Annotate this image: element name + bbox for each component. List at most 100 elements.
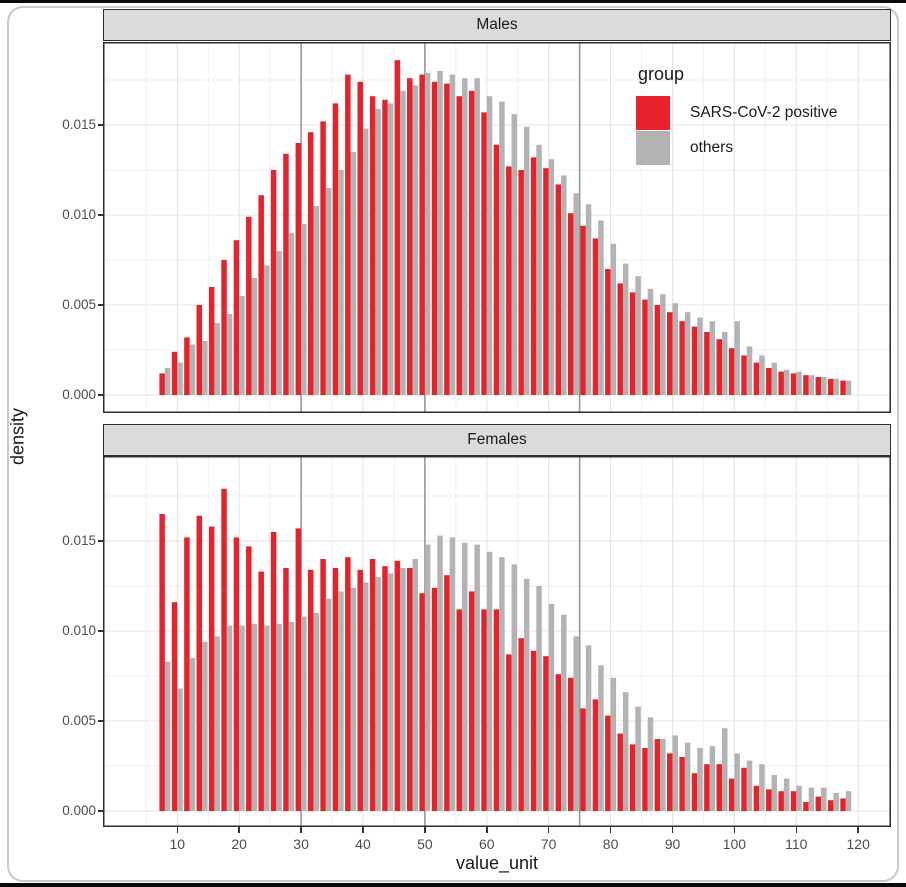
histogram-bar	[647, 717, 654, 811]
histogram-bar	[189, 658, 196, 811]
histogram-bar	[481, 112, 487, 396]
facet-strip-females: Females	[103, 424, 891, 456]
histogram-bar	[845, 791, 852, 811]
histogram-bar	[184, 337, 190, 395]
histogram-bar	[493, 609, 500, 811]
top-edge-line	[0, 0, 906, 3]
histogram-bar	[642, 748, 648, 811]
histogram-bar	[251, 623, 258, 811]
histogram-bar	[709, 321, 716, 395]
histogram-bar	[840, 380, 846, 395]
histogram-bar	[684, 312, 691, 395]
histogram-bar	[647, 288, 654, 395]
histogram-bar	[196, 515, 203, 811]
histogram-bar	[258, 571, 264, 811]
histogram-bar	[301, 616, 307, 811]
histogram-bar	[704, 332, 710, 395]
histogram-bar	[697, 748, 703, 811]
histogram-bar	[580, 708, 586, 811]
x-tick-label: 100	[722, 836, 747, 852]
histogram-bar	[672, 303, 678, 395]
histogram-bar	[530, 650, 537, 811]
histogram-bar	[585, 204, 592, 395]
x-tick-label: 80	[602, 836, 619, 852]
legend-item-positive: SARS-CoV-2 positive	[636, 95, 837, 130]
histogram-bar	[258, 195, 264, 395]
x-tick-label: 60	[478, 836, 495, 852]
histogram-bar	[221, 260, 227, 395]
bars-positive	[159, 60, 846, 396]
histogram-bar	[394, 60, 401, 395]
histogram-bar	[573, 193, 579, 395]
histogram-bar	[276, 623, 282, 811]
histogram-bar	[753, 362, 760, 395]
histogram-bar	[362, 582, 369, 811]
y-tick-mark	[98, 540, 103, 542]
histogram-bar	[845, 380, 852, 395]
histogram-bar	[221, 488, 227, 811]
histogram-bar	[313, 613, 319, 811]
histogram-bar	[246, 546, 252, 811]
histogram-bar	[716, 339, 723, 395]
histogram-bar	[585, 645, 592, 811]
x-tick-mark	[362, 827, 364, 833]
histogram-bar	[821, 377, 827, 395]
y-tick-mark	[98, 630, 103, 632]
y-tick-label: 0.000	[62, 803, 96, 818]
x-tick-mark	[547, 827, 550, 833]
x-tick-mark	[795, 827, 798, 833]
histogram-bar	[407, 78, 413, 395]
histogram-bar	[771, 775, 778, 811]
panel-males	[103, 42, 891, 413]
y-tick-mark	[98, 124, 103, 126]
x-tick-mark	[857, 827, 859, 833]
histogram-bar	[543, 168, 549, 395]
x-tick-label: 20	[231, 836, 247, 852]
y-tick-label: 0.010	[62, 623, 96, 638]
histogram-bar	[270, 532, 277, 811]
histogram-bar	[635, 706, 641, 811]
histogram-bar	[592, 699, 599, 811]
histogram-bar	[796, 785, 802, 811]
histogram-bar	[654, 305, 661, 395]
histogram-bar	[610, 677, 617, 811]
histogram-bar	[424, 544, 431, 811]
legend: group SARS-CoV-2 positive others	[636, 64, 837, 165]
histogram-bar	[679, 757, 685, 811]
histogram-bar	[580, 225, 586, 395]
histogram-bar	[283, 568, 289, 811]
histogram-bar	[486, 551, 493, 811]
histogram-bar	[189, 344, 196, 395]
histogram-bar	[239, 296, 245, 395]
histogram-bar	[499, 101, 505, 395]
histogram-bar	[746, 346, 753, 395]
histogram-bar	[709, 746, 716, 811]
histogram-bar	[184, 537, 190, 811]
histogram-bar	[214, 636, 220, 811]
histogram-bar	[214, 323, 220, 395]
histogram-bar	[684, 742, 691, 811]
histogram-bar	[808, 787, 815, 811]
histogram-bar	[387, 103, 394, 396]
histogram-bar	[369, 559, 376, 811]
histogram-bar	[722, 332, 728, 395]
x-tick-mark	[486, 827, 488, 833]
histogram-bar	[642, 299, 648, 395]
histogram-bar	[635, 276, 641, 395]
histogram-bar	[523, 126, 530, 396]
bars-positive	[159, 488, 846, 811]
histogram-bar	[400, 90, 406, 396]
histogram-bar	[350, 587, 357, 811]
histogram-bar	[617, 283, 623, 395]
histogram-bar	[295, 528, 302, 811]
histogram-bar	[654, 739, 661, 811]
histogram-bar	[833, 793, 839, 811]
histogram-bar	[332, 103, 339, 396]
histogram-bar	[208, 526, 215, 811]
histogram-bar	[288, 233, 295, 395]
y-tick-label: 0.015	[62, 117, 96, 132]
histogram-bar	[375, 108, 381, 396]
x-tick-mark	[238, 827, 240, 833]
histogram-bar	[362, 128, 369, 395]
